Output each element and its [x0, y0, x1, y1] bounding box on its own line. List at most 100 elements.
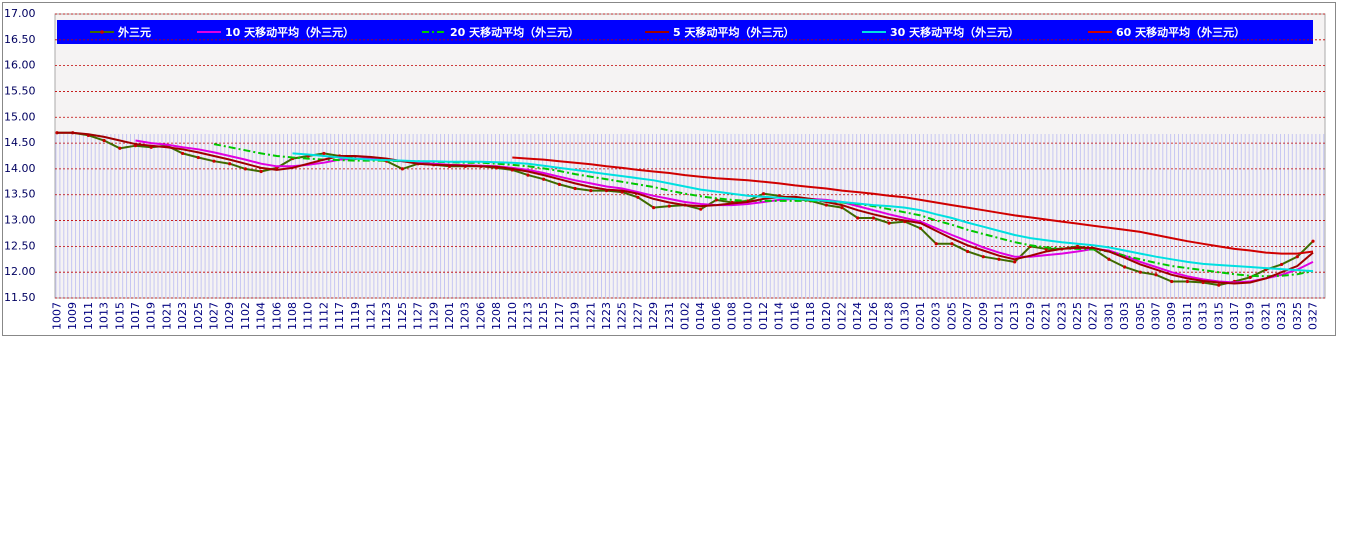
- x-tick-label: 1123: [380, 302, 393, 330]
- x-tick-label: 1021: [160, 302, 173, 330]
- x-tick-label: 0203: [930, 302, 943, 330]
- x-tick-label: 1206: [474, 302, 487, 330]
- y-tick-label: 14.50: [4, 136, 36, 149]
- x-tick-label: 1025: [192, 302, 205, 330]
- point: [1138, 270, 1142, 274]
- x-tick-label: 0112: [757, 302, 770, 330]
- legend-label: 5 天移动平均（外三元）: [673, 25, 794, 39]
- x-tick-label: 0311: [1181, 302, 1194, 330]
- point: [1154, 273, 1158, 277]
- x-tick-label: 0118: [804, 302, 817, 330]
- x-tick-label: 0207: [961, 302, 974, 330]
- x-tick-label: 0321: [1259, 302, 1272, 330]
- point: [761, 192, 766, 196]
- x-tick-label: 0221: [1040, 302, 1053, 330]
- point: [212, 159, 216, 163]
- x-tick-label: 1029: [223, 302, 236, 330]
- x-tick-label: 1104: [255, 302, 268, 330]
- legend-label: 20 天移动平均（外三元）: [450, 25, 579, 39]
- point: [824, 203, 828, 207]
- series-line: [292, 152, 1314, 273]
- x-tick-label: 1017: [129, 302, 142, 330]
- x-tick-label: 0211: [993, 302, 1006, 330]
- y-tick-label: 12.00: [4, 265, 36, 278]
- point: [667, 204, 671, 208]
- y-tick-label: 16.50: [4, 33, 36, 46]
- x-tick-label: 1223: [600, 302, 613, 330]
- bar-backdrop: [55, 134, 1325, 298]
- point: [652, 206, 656, 210]
- x-tick-label: 1119: [349, 302, 362, 330]
- x-tick-label: 1015: [113, 302, 126, 330]
- legend-marker: [100, 30, 104, 34]
- y-tick-label: 15.00: [4, 110, 36, 123]
- x-tick-label: 0327: [1307, 302, 1320, 330]
- x-tick-label: 0120: [820, 302, 833, 330]
- x-tick-label: 0319: [1244, 302, 1257, 330]
- point: [196, 155, 200, 160]
- y-tick-label: 17.00: [4, 7, 36, 20]
- x-tick-label: 0303: [1118, 302, 1131, 330]
- point: [981, 255, 985, 259]
- x-tick-label: 0209: [977, 302, 990, 330]
- x-tick-label: 1213: [522, 302, 535, 330]
- x-tick-label: 0301: [1102, 302, 1115, 330]
- x-tick-label: 0225: [1071, 302, 1084, 330]
- point: [322, 151, 326, 156]
- point: [887, 221, 891, 225]
- x-tick-label: 1106: [270, 302, 283, 330]
- point: [1107, 257, 1111, 261]
- x-tick-label: 1027: [208, 302, 221, 330]
- point: [243, 167, 247, 171]
- point: [1248, 275, 1252, 279]
- x-tick-label: 0114: [773, 302, 786, 330]
- x-tick-label: 0317: [1228, 302, 1241, 330]
- point: [997, 257, 1001, 261]
- point: [934, 242, 938, 246]
- legend-label: 30 天移动平均（外三元）: [890, 25, 1019, 39]
- point: [102, 138, 106, 143]
- legend-label: 60 天移动平均（外三元）: [1116, 25, 1245, 39]
- point: [118, 146, 122, 150]
- point: [871, 216, 876, 220]
- x-tick-label: 0126: [867, 302, 880, 330]
- x-tick-label: 0106: [710, 302, 723, 330]
- x-tick-label: 0227: [1087, 302, 1100, 330]
- point: [557, 182, 562, 186]
- x-tick-label: 0305: [1134, 302, 1147, 330]
- y-tick-label: 15.50: [4, 84, 36, 97]
- point: [589, 188, 593, 193]
- point: [1185, 279, 1189, 284]
- x-tick-label: 0307: [1150, 302, 1163, 330]
- x-tick-label: 0219: [1024, 302, 1037, 330]
- x-tick-label: 0223: [1055, 302, 1068, 330]
- y-tick-label: 16.00: [4, 59, 36, 72]
- x-tick-label: 1201: [443, 302, 456, 330]
- x-tick-label: 0104: [694, 302, 707, 330]
- point: [1280, 262, 1284, 267]
- point: [542, 177, 546, 181]
- point: [259, 169, 263, 174]
- point: [1217, 283, 1221, 287]
- x-tick-label: 1102: [239, 302, 252, 330]
- x-tick-label: 1231: [663, 302, 676, 330]
- point: [1311, 239, 1315, 243]
- x-tick-label: 0323: [1275, 302, 1288, 330]
- series-line: [512, 156, 1314, 255]
- y-tick-label: 12.50: [4, 239, 36, 252]
- x-tick-label: 1219: [569, 302, 582, 330]
- legend-label: 10 天移动平均（外三元）: [225, 25, 354, 39]
- point: [526, 173, 530, 177]
- x-tick-label: 1013: [98, 302, 111, 330]
- x-tick-label: 1011: [82, 302, 95, 330]
- x-tick-label: 0108: [726, 302, 739, 330]
- x-tick-label: 0309: [1165, 302, 1178, 330]
- point: [856, 216, 860, 220]
- x-tick-label: 0122: [836, 302, 849, 330]
- x-tick-label: 0116: [788, 302, 801, 330]
- point: [400, 167, 404, 171]
- x-tick-label: 1112: [317, 302, 330, 330]
- point: [573, 186, 577, 191]
